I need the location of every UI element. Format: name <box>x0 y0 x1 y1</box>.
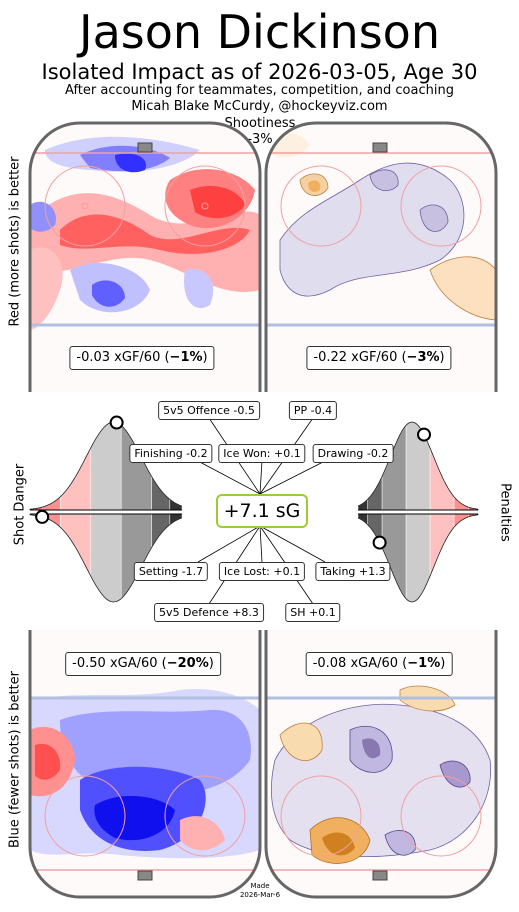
xgf-even-close: ) <box>202 350 208 365</box>
xga-pk-value: -0.08 xGA/60 ( <box>312 656 408 671</box>
xga-even-strength-box: -0.50 xGA/60 (−20%) <box>65 652 221 676</box>
xga-even-close: ) <box>208 656 214 671</box>
penaltykill-rink-outline <box>264 630 498 899</box>
author-credit: Micah Blake McCurdy, @hockeyviz.com <box>131 99 388 114</box>
offence-component: 5v5 Offence -0.5 <box>158 401 260 420</box>
made-date-value: 2026-Mar-6 <box>239 891 281 899</box>
ice-won-component: Ice Won: +0.1 <box>218 444 306 463</box>
total-sg-value: +7.1 sG <box>216 494 308 528</box>
page-subtitle: Isolated Impact as of 2026-03-05, Age 30 <box>41 60 478 84</box>
shot-danger-offence-outline <box>29 421 183 510</box>
penalties-drawing-outline <box>357 421 479 510</box>
xgf-even-percent: −1% <box>169 350 203 365</box>
penalties-drawing-marker <box>417 427 431 442</box>
player-name-title: Jason Dickinson <box>79 5 440 59</box>
xga-even-value: -0.50 xGA/60 ( <box>72 656 167 671</box>
defence-component: 5v5 Defence +8.3 <box>154 603 264 622</box>
shootiness-value: -3% <box>247 132 273 147</box>
made-label: Made <box>250 882 270 890</box>
xgf-pp-close: ) <box>439 350 445 365</box>
xgf-even-value: -0.03 xGF/60 ( <box>76 350 170 365</box>
drawing-component: Drawing -0.2 <box>312 444 394 463</box>
shootiness-label: Shootiness <box>224 116 296 131</box>
distribution-glyphs <box>29 415 479 603</box>
xgf-pp-value: -0.22 xGF/60 ( <box>313 350 407 365</box>
taking-component: Taking +1.3 <box>315 562 391 581</box>
finishing-component: Finishing -0.2 <box>129 444 213 463</box>
offence-rink-outline <box>28 121 262 392</box>
xga-even-percent: −20% <box>166 656 209 671</box>
penalties-taking-band-5 <box>405 513 431 603</box>
method-note: After accounting for teammates, competit… <box>65 83 454 98</box>
xga-pk-percent: −1% <box>407 656 441 671</box>
xgf-pp-percent: −3% <box>406 350 440 365</box>
powerplay-component: PP -0.4 <box>288 401 338 420</box>
penalties-taking-marker <box>372 535 387 550</box>
xgf-even-strength-box: -0.03 xGF/60 (−1%) <box>69 346 215 370</box>
shot-danger-defence-marker <box>35 509 50 524</box>
xga-pk-close: ) <box>440 656 446 671</box>
powerplay-rink-outline <box>264 121 498 392</box>
xgf-powerplay-box: -0.22 xGF/60 (−3%) <box>306 346 452 370</box>
made-date: Made 2026-Mar-6 <box>230 882 290 900</box>
ice-lost-component: Ice Lost: +0.1 <box>218 562 306 581</box>
xga-penaltykill-box: -0.08 xGA/60 (−1%) <box>305 652 453 676</box>
shot-danger-defence-outline <box>29 514 183 603</box>
shot-danger-defence-band-5 <box>90 513 122 603</box>
shot-danger-offence-marker <box>109 415 124 430</box>
offence-heatmap <box>30 123 260 392</box>
shot-danger-offence-band-5 <box>90 421 122 511</box>
shorthanded-component: SH +0.1 <box>285 603 341 622</box>
setting-component: Setting -1.7 <box>133 562 209 581</box>
defence-rink-outline <box>28 630 262 899</box>
